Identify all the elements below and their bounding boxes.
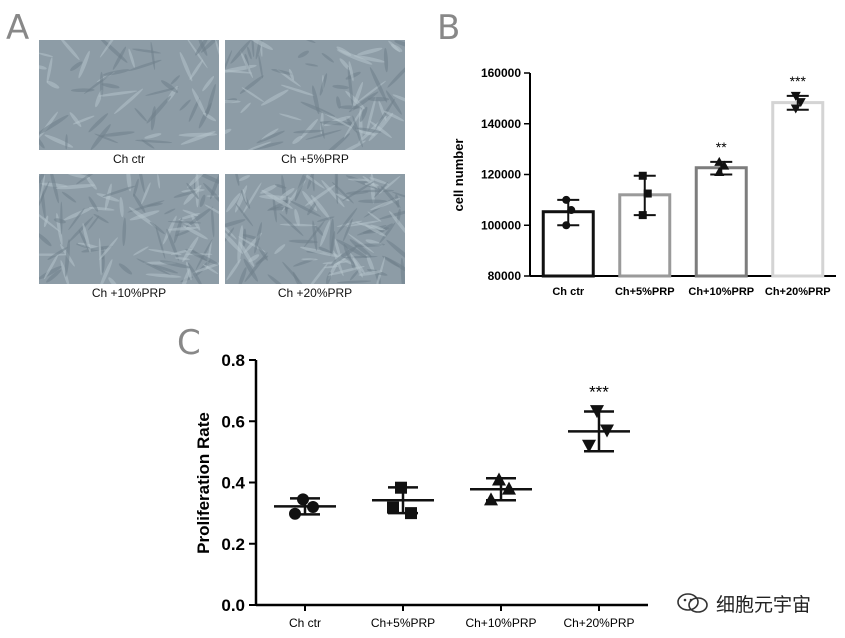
y-tick-label: 160000 [481,66,521,80]
x-tick-label: Ch+5%PRP [615,286,675,298]
y-tick-label: 0.0 [221,596,245,615]
x-tick-label: Ch ctr [289,616,321,630]
wechat-logo-icon [676,592,710,619]
data-point [492,472,506,486]
data-point [590,405,604,419]
data-point [297,493,309,506]
data-point [638,171,647,180]
data-point [562,221,571,230]
y-tick-label: 0.6 [221,412,245,431]
data-point [795,98,806,108]
micrograph-ch-20prp [225,174,405,284]
micrograph-ch-10prp [39,174,219,284]
significance-label: *** [790,73,807,89]
micrograph-ch-ctr [39,40,219,150]
x-tick-label: Ch+20%PRP [563,616,634,630]
data-point [307,501,319,513]
data-point [387,501,399,514]
data-point [567,206,576,215]
y-tick-label: 80000 [488,269,522,283]
y-tick-label: 0.4 [221,474,245,493]
data-point [582,439,596,453]
panel-label-c: C [177,323,201,363]
data-point [562,195,571,204]
significance-label: *** [589,382,609,401]
data-point [405,507,417,520]
data-point [790,91,801,101]
y-tick-label: 0.8 [221,351,245,370]
data-point [484,492,498,506]
data-point [643,189,652,198]
panel-label-b: B [437,8,461,48]
data-point [719,160,730,170]
panel-label-a: A [6,8,30,48]
micrograph-caption: Ch +20%PRP [277,286,353,300]
x-tick-label: Ch+5%PRP [371,616,435,630]
data-point [289,507,301,520]
data-point [714,156,725,166]
significance-label: ** [716,139,727,155]
micrograph-caption: Ch +5%PRP [281,152,349,166]
micrograph-ch-5prp [225,40,405,150]
x-tick-label: Ch+10%PRP [688,286,754,298]
micrograph-caption: Ch +10%PRP [91,286,167,300]
y-axis-label: Proliferation Rate [194,412,213,554]
data-point [395,481,407,494]
y-tick-label: 120000 [481,168,521,182]
y-tick-label: 0.2 [221,535,245,554]
y-tick-label: 100000 [481,218,521,232]
watermark-text: 细胞元宇宙 [716,594,812,616]
micrograph-caption: Ch ctr [112,152,145,166]
data-point [638,211,647,220]
data-point [790,104,801,114]
y-tick-label: 140000 [481,117,521,131]
watermark: 细胞元宇宙 [676,590,811,619]
x-tick-label: Ch+10%PRP [465,616,536,630]
data-point [502,481,516,495]
data-point [600,424,614,438]
y-axis-label: cell number [451,139,466,212]
x-tick-label: Ch ctr [552,286,585,298]
data-point [714,166,725,176]
x-tick-label: Ch+20%PRP [765,286,831,298]
